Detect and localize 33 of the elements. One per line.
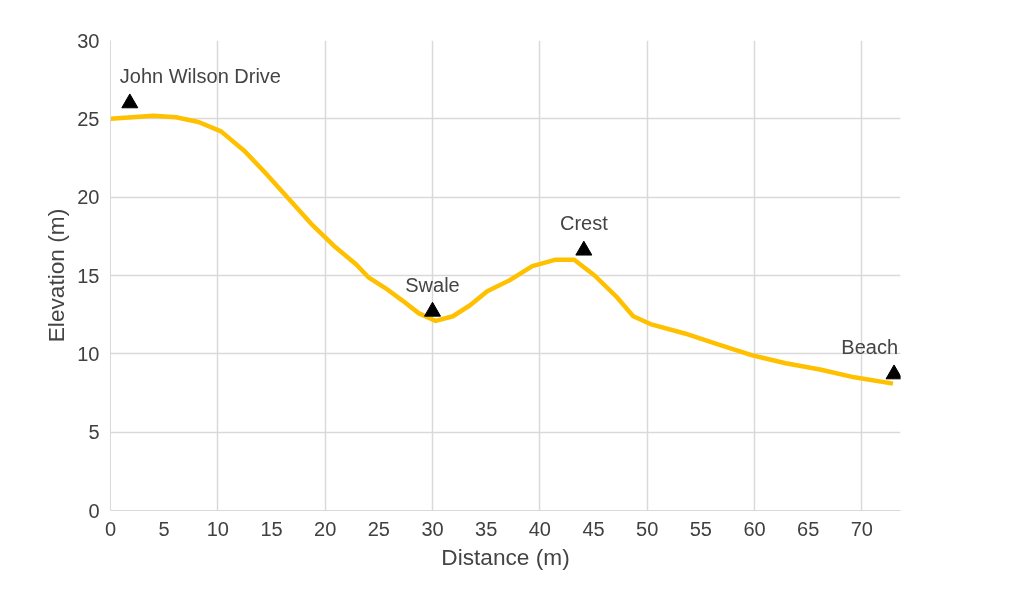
y-tick-label: 0 xyxy=(88,499,100,522)
y-tick-label: 25 xyxy=(77,107,100,130)
x-tick-label: 5 xyxy=(158,517,170,540)
point xyxy=(121,93,139,109)
annotation: John Wilson Drive xyxy=(119,65,281,88)
x-tick-label: 0 xyxy=(104,517,117,540)
point xyxy=(575,240,593,256)
y-tick-label: 15 xyxy=(77,264,100,287)
x-tick-label: 55 xyxy=(689,517,712,540)
annotation: Crest xyxy=(559,212,609,235)
x-axis-title: Distance (m) xyxy=(441,543,570,570)
x-tick-label: 70 xyxy=(850,517,873,540)
annotation: Beach xyxy=(841,336,899,359)
x-tick-label: 10 xyxy=(206,517,229,540)
x-tick-label: 50 xyxy=(636,517,659,540)
x-tick-label: 20 xyxy=(314,517,337,540)
y-tick-label: 20 xyxy=(77,186,100,209)
x-tick-label: 40 xyxy=(528,517,551,540)
y-tick-label: 10 xyxy=(77,342,100,365)
x-tick-label: 35 xyxy=(475,517,498,540)
y-tick-label: 30 xyxy=(77,29,100,52)
y-axis-title: Elevation (m) xyxy=(43,208,70,343)
point xyxy=(885,364,901,380)
x-tick-label: 25 xyxy=(367,517,390,540)
x-tick-label: 15 xyxy=(260,517,283,540)
line-series xyxy=(110,113,896,386)
x-tick-label: 45 xyxy=(582,517,605,540)
x-tick-label: 60 xyxy=(743,517,766,540)
y-tick-label: 5 xyxy=(88,421,100,444)
point xyxy=(424,301,442,317)
x-tick-label: 65 xyxy=(797,517,820,540)
x-tick-label: 30 xyxy=(421,517,444,540)
annotation: Swale xyxy=(405,273,460,296)
